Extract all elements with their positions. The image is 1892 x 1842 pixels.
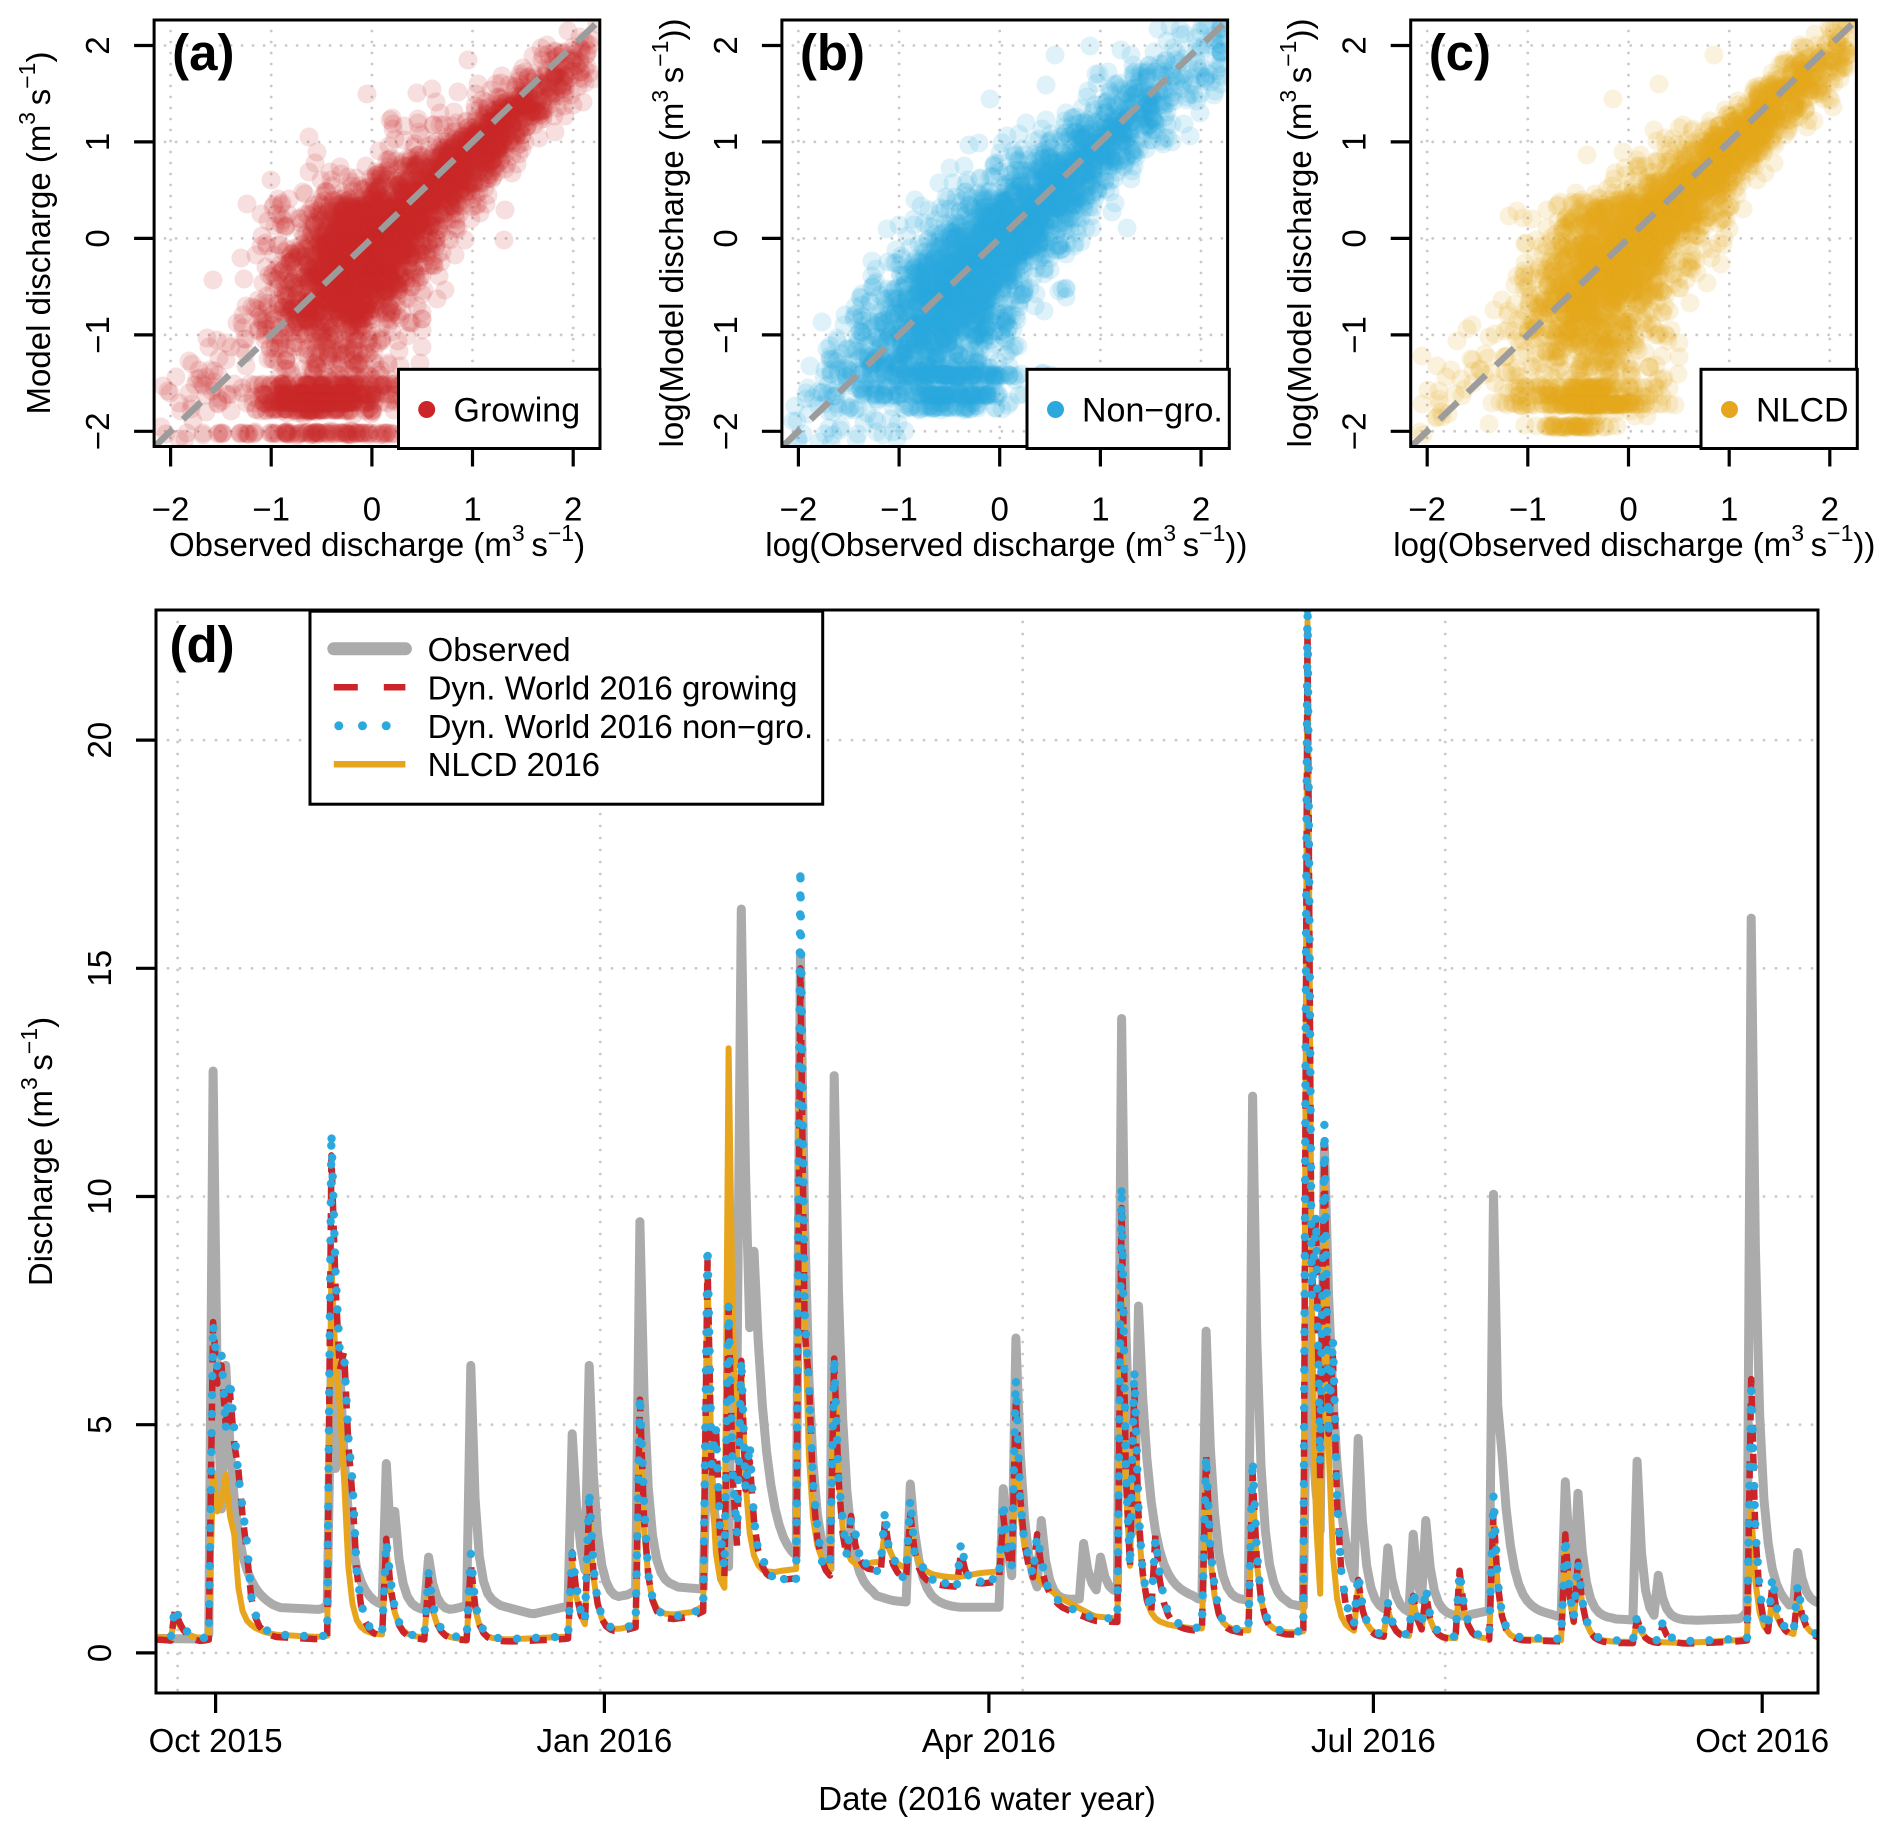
svg-text:1: 1 bbox=[463, 491, 481, 528]
svg-text:−1: −1 bbox=[252, 491, 290, 528]
svg-text:(a): (a) bbox=[172, 24, 234, 81]
svg-text:2: 2 bbox=[79, 36, 116, 54]
svg-text:−1: −1 bbox=[79, 316, 116, 354]
svg-text:1: 1 bbox=[79, 133, 116, 151]
svg-text:0: 0 bbox=[363, 491, 381, 528]
svg-text:0: 0 bbox=[79, 229, 116, 247]
svg-text:−2: −2 bbox=[152, 491, 190, 528]
svg-text:−2: −2 bbox=[79, 412, 116, 450]
